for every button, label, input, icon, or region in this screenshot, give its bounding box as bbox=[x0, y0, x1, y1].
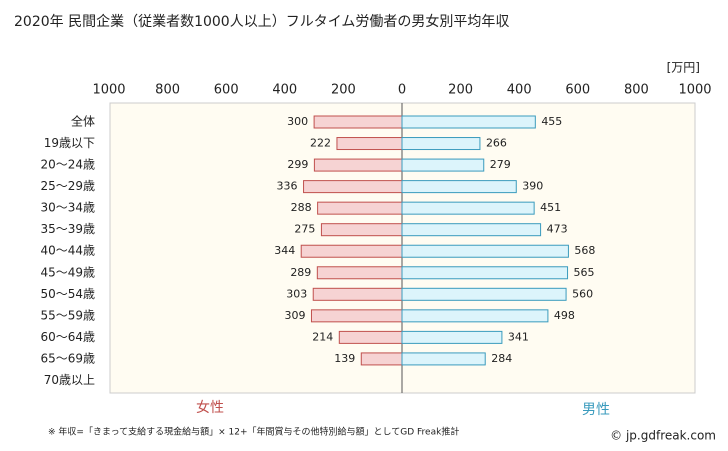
value-label: 568 bbox=[574, 244, 595, 257]
bar bbox=[401, 352, 486, 366]
bar bbox=[401, 244, 569, 258]
bar bbox=[317, 201, 403, 215]
bar bbox=[300, 244, 403, 258]
x-tick-label: 0 bbox=[398, 83, 406, 98]
value-label: 309 bbox=[284, 309, 305, 322]
value-label: 275 bbox=[294, 223, 315, 236]
footnote: ※ 年収=「きまって支給する現金給与額」× 12+「年間賞与その他特別給与額」と… bbox=[48, 426, 459, 438]
x-tick-label: 800 bbox=[155, 83, 180, 98]
value-label: 289 bbox=[290, 266, 311, 279]
x-tick-label: 400 bbox=[272, 83, 297, 98]
chart-title: 2020年 民間企業（従業者数1000人以上）フルタイム労働者の男女別平均年収 bbox=[14, 13, 509, 30]
bar bbox=[338, 330, 403, 344]
bar bbox=[401, 158, 485, 172]
value-label: 455 bbox=[541, 115, 562, 128]
value-label: 288 bbox=[291, 201, 312, 214]
bar bbox=[360, 352, 403, 366]
bar bbox=[316, 266, 403, 280]
bar bbox=[401, 309, 549, 323]
x-tick-label: 1000 bbox=[678, 83, 711, 98]
y-tick-label: 40〜44歳 bbox=[40, 244, 95, 258]
y-tick-label: 19歳以下 bbox=[44, 136, 95, 150]
x-tick-label: 1000 bbox=[92, 83, 125, 98]
bar bbox=[401, 330, 503, 344]
value-label: 344 bbox=[274, 244, 295, 257]
x-tick-label: 200 bbox=[448, 83, 473, 98]
y-tick-label: 45〜49歳 bbox=[40, 265, 95, 279]
legend-male: 男性 bbox=[582, 402, 610, 418]
bar bbox=[303, 180, 403, 194]
x-tick-label: 400 bbox=[507, 83, 532, 98]
value-label: 222 bbox=[310, 137, 331, 150]
unit-label: [万円] bbox=[667, 61, 700, 75]
bar bbox=[401, 287, 567, 301]
bar bbox=[320, 223, 403, 237]
value-label: 284 bbox=[491, 352, 512, 365]
y-tick-label: 全体 bbox=[71, 114, 95, 129]
bar bbox=[401, 266, 569, 280]
x-tick-label: 600 bbox=[565, 83, 590, 98]
x-tick-label: 600 bbox=[214, 83, 239, 98]
bar bbox=[401, 137, 481, 151]
legend-female: 女性 bbox=[196, 399, 224, 416]
bar bbox=[401, 223, 542, 237]
bar bbox=[312, 287, 403, 301]
y-tick-label: 70歳以上 bbox=[44, 373, 95, 387]
bar bbox=[336, 137, 403, 151]
y-tick-label: 55〜59歳 bbox=[40, 308, 95, 322]
y-tick-label: 30〜34歳 bbox=[40, 201, 95, 215]
x-tick-label: 200 bbox=[331, 83, 356, 98]
x-tick-label: 800 bbox=[624, 83, 649, 98]
value-label: 266 bbox=[486, 137, 507, 150]
bar bbox=[313, 158, 403, 172]
y-tick-label: 65〜69歳 bbox=[40, 351, 95, 365]
value-label: 560 bbox=[572, 287, 593, 300]
value-label: 565 bbox=[574, 266, 595, 279]
value-label: 473 bbox=[547, 223, 568, 236]
value-label: 299 bbox=[287, 158, 308, 171]
bar bbox=[401, 180, 517, 194]
y-tick-label: 25〜29歳 bbox=[40, 179, 95, 193]
bar bbox=[401, 201, 535, 215]
value-label: 303 bbox=[286, 287, 307, 300]
credit: © jp.gdfreak.com bbox=[610, 429, 716, 443]
value-label: 139 bbox=[334, 352, 355, 365]
bar bbox=[401, 115, 536, 129]
y-tick-label: 50〜54歳 bbox=[40, 287, 95, 301]
value-label: 214 bbox=[312, 330, 333, 343]
value-label: 498 bbox=[554, 309, 575, 322]
y-tick-label: 20〜24歳 bbox=[40, 158, 95, 172]
value-label: 336 bbox=[277, 180, 298, 193]
bar bbox=[313, 115, 403, 129]
bar bbox=[310, 309, 403, 323]
y-tick-label: 35〜39歳 bbox=[40, 222, 95, 236]
value-label: 451 bbox=[540, 201, 561, 214]
value-label: 390 bbox=[522, 180, 543, 193]
value-label: 300 bbox=[287, 115, 308, 128]
value-label: 279 bbox=[490, 158, 511, 171]
y-tick-label: 60〜64歳 bbox=[40, 330, 95, 344]
value-label: 341 bbox=[508, 330, 529, 343]
